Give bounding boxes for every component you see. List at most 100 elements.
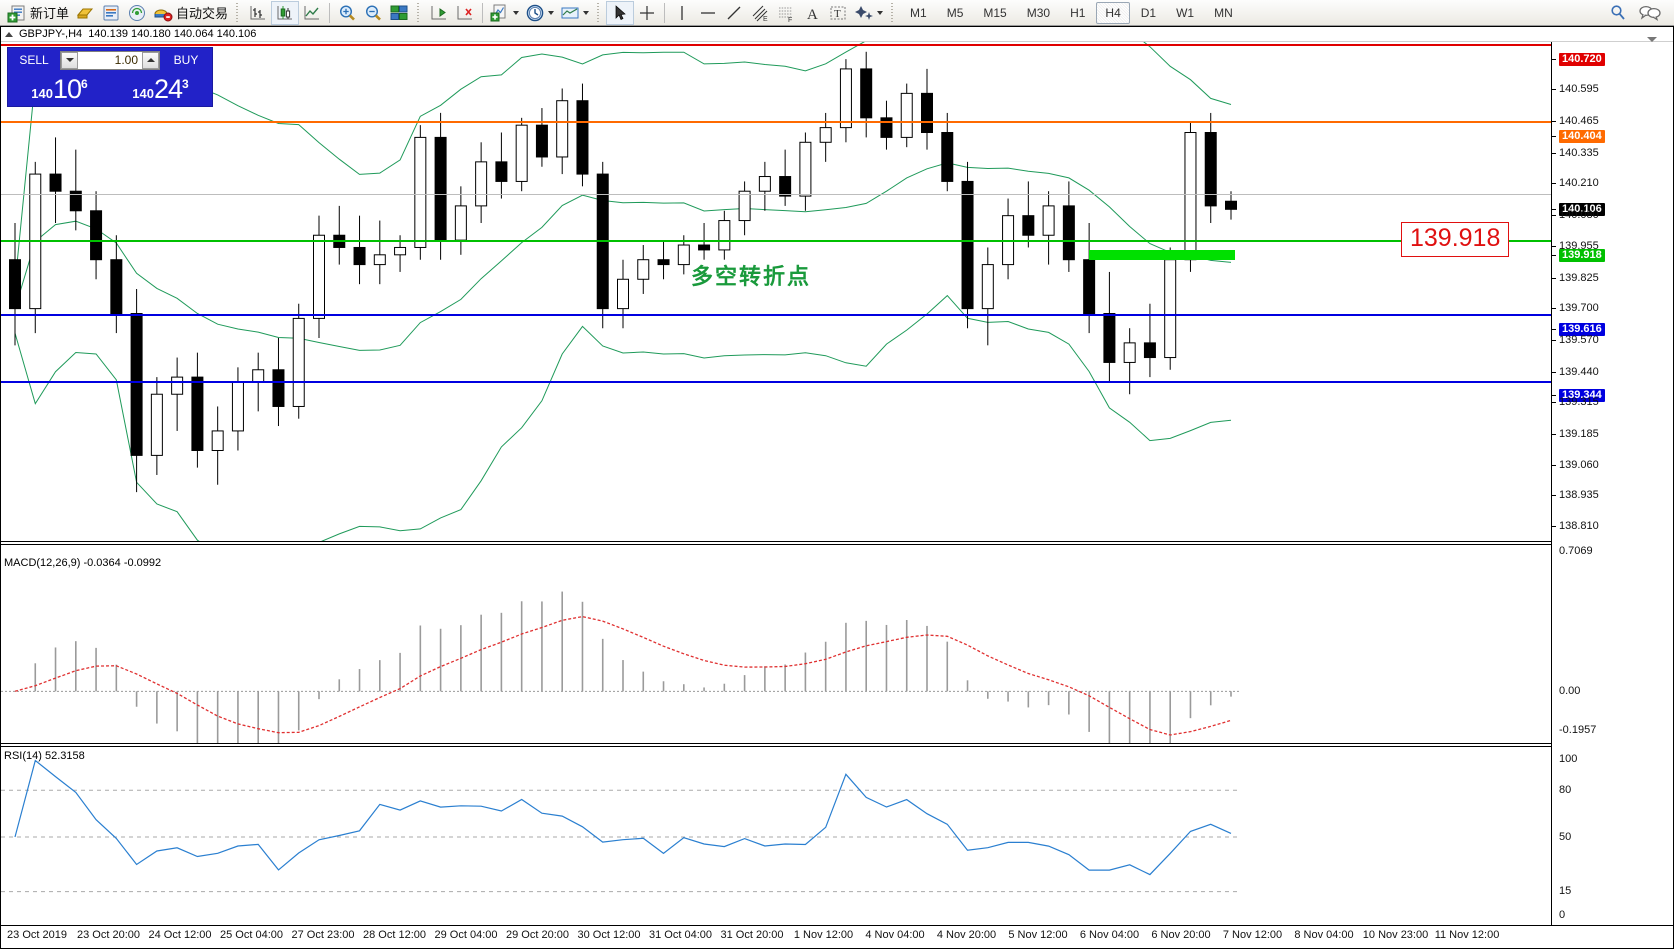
- cursor-button[interactable]: [606, 0, 635, 25]
- time-tick-label: 24 Oct 12:00: [148, 929, 212, 941]
- line-chart-button[interactable]: [299, 1, 325, 25]
- templates-button[interactable]: [557, 1, 592, 25]
- level-line-resistance-lower[interactable]: [1, 121, 1551, 124]
- timeframe-m5[interactable]: M5: [946, 5, 964, 20]
- candle: [211, 406, 224, 485]
- price-callout[interactable]: 139.918: [1401, 222, 1510, 258]
- pane-separator-macd[interactable]: [1, 541, 1673, 545]
- sell-price-quote[interactable]: 140 10 6: [10, 72, 109, 104]
- rsi-tick-50: 50: [1552, 831, 1673, 844]
- one-click-trading-panel[interactable]: SELL 1.00 BUY 140 10 6: [7, 47, 213, 107]
- periods-chevron-down-icon[interactable]: [548, 10, 555, 15]
- toolbar-grip-3[interactable]: [596, 2, 603, 23]
- volume-input[interactable]: 1.00: [78, 51, 142, 69]
- autotrade-button[interactable]: 自动交易: [150, 1, 231, 25]
- buy-button[interactable]: BUY: [163, 50, 209, 70]
- volume-up-button[interactable]: [142, 51, 159, 69]
- vertical-line-button[interactable]: [669, 1, 695, 25]
- zoom-in-button[interactable]: [334, 1, 360, 25]
- new-order-button[interactable]: 新订单: [4, 1, 72, 25]
- chevron-down-icon: [65, 58, 74, 62]
- chart-shift-button[interactable]: [426, 1, 452, 25]
- candle: [839, 59, 852, 143]
- macd-tick-label: 0.00: [1559, 684, 1581, 697]
- svg-text:T: T: [834, 8, 841, 20]
- timeframe-m1[interactable]: M1: [910, 5, 927, 20]
- candle: [535, 108, 548, 167]
- volume-down-button[interactable]: [61, 51, 78, 69]
- time-tick-label: 11 Nov 12:00: [1434, 929, 1500, 941]
- rsi-pane[interactable]: [1, 749, 1551, 927]
- time-axis[interactable]: 23 Oct 2019 23 Oct 20:00 24 Oct 12:00 25 Oc…: [1, 925, 1673, 948]
- turning-point-annotation[interactable]: 多空转折点: [691, 265, 812, 291]
- toolbar-grip-1[interactable]: [235, 2, 242, 23]
- timeframe-m15[interactable]: M15: [983, 5, 1007, 20]
- time-tick-label: 1 Nov 12:00: [793, 929, 854, 941]
- objects-chevron-down-icon[interactable]: [877, 10, 884, 15]
- timeframe-m30[interactable]: M30: [1026, 5, 1051, 20]
- auto-scroll-button[interactable]: [452, 1, 478, 25]
- indicators-chevron-down-icon[interactable]: [513, 10, 520, 15]
- candle: [758, 161, 771, 211]
- cheese-button[interactable]: [72, 1, 98, 25]
- zoom-out-button[interactable]: [360, 1, 386, 25]
- templates-chevron-down-icon[interactable]: [583, 10, 590, 15]
- fibonacci-button[interactable]: F: [773, 1, 799, 25]
- data-window-button[interactable]: [98, 1, 124, 25]
- timeframe-h1[interactable]: H1: [1070, 5, 1086, 20]
- periods-button[interactable]: [522, 1, 557, 25]
- timeframe-mn[interactable]: MN: [1214, 5, 1233, 20]
- chart-window[interactable]: GBPJPY-,H4 140.139 140.180 140.064 140.1…: [0, 26, 1674, 949]
- signals-button[interactable]: [124, 1, 150, 25]
- candlestick-chart-button[interactable]: [271, 0, 300, 25]
- level-line-resistance-upper[interactable]: [1, 44, 1551, 47]
- line-chart-icon: [302, 3, 322, 23]
- candle: [1042, 191, 1055, 265]
- buy-price-quote[interactable]: 140 24 3: [111, 72, 210, 104]
- level-line-current-price[interactable]: [1, 194, 1551, 196]
- tile-windows-button[interactable]: [386, 1, 412, 25]
- chat-icon[interactable]: [1638, 3, 1661, 23]
- equidistant-channel-button[interactable]: E: [747, 1, 773, 25]
- time-tick-label: 4 Nov 04:00: [865, 929, 925, 941]
- price-tick-label: 139.570: [1559, 333, 1599, 346]
- indicators-icon: [490, 3, 510, 23]
- objects-button[interactable]: [851, 1, 886, 25]
- crosshair-button[interactable]: [634, 1, 660, 25]
- vertical-line-icon: [672, 3, 692, 23]
- level-line-pivot-turning-point[interactable]: [1, 240, 1551, 243]
- minimize-triangle-icon[interactable]: [5, 31, 13, 37]
- price-axis[interactable]: 140.720 140.595 140.465 140.404 140.335 140.2…: [1551, 42, 1673, 925]
- chevron-up-icon: [146, 58, 155, 62]
- trendline-button[interactable]: [721, 1, 747, 25]
- indicators-button[interactable]: [487, 1, 522, 25]
- restore-window-icon[interactable]: [1647, 37, 1657, 42]
- bar-chart-button[interactable]: [245, 1, 271, 25]
- toolbar-separator-3: [664, 2, 666, 23]
- horizontal-line-button[interactable]: [695, 1, 721, 25]
- autotrade-icon: [153, 3, 173, 23]
- text-button[interactable]: A: [799, 1, 825, 25]
- tick-mark: [1552, 215, 1556, 217]
- volume-stepper[interactable]: 1.00: [60, 50, 160, 70]
- candle: [110, 235, 123, 334]
- candle: [941, 112, 954, 192]
- candle: [1002, 198, 1015, 280]
- macd-pane[interactable]: [1, 547, 1551, 743]
- price-tick-label: 140.595: [1559, 83, 1599, 96]
- timeframe-d1[interactable]: D1: [1140, 5, 1157, 20]
- pane-separator-rsi[interactable]: [1, 743, 1673, 747]
- text-label-button[interactable]: T: [825, 1, 851, 25]
- price-pane[interactable]: 多空转折点: [1, 42, 1551, 541]
- toolbar-grip-4[interactable]: [890, 2, 897, 23]
- timeframe-h4[interactable]: H4: [1096, 1, 1130, 24]
- timeframe-w1[interactable]: W1: [1176, 5, 1195, 20]
- toolbar-grip-2[interactable]: [416, 2, 423, 23]
- time-tick-label: 31 Oct 04:00: [649, 929, 712, 941]
- search-icon[interactable]: [1608, 3, 1628, 23]
- sell-button[interactable]: SELL: [11, 50, 57, 70]
- level-line-support-lower[interactable]: [1, 380, 1551, 383]
- level-line-support-upper[interactable]: [1, 314, 1551, 317]
- candle: [9, 223, 21, 346]
- price-tick-label: 138.935: [1559, 489, 1599, 502]
